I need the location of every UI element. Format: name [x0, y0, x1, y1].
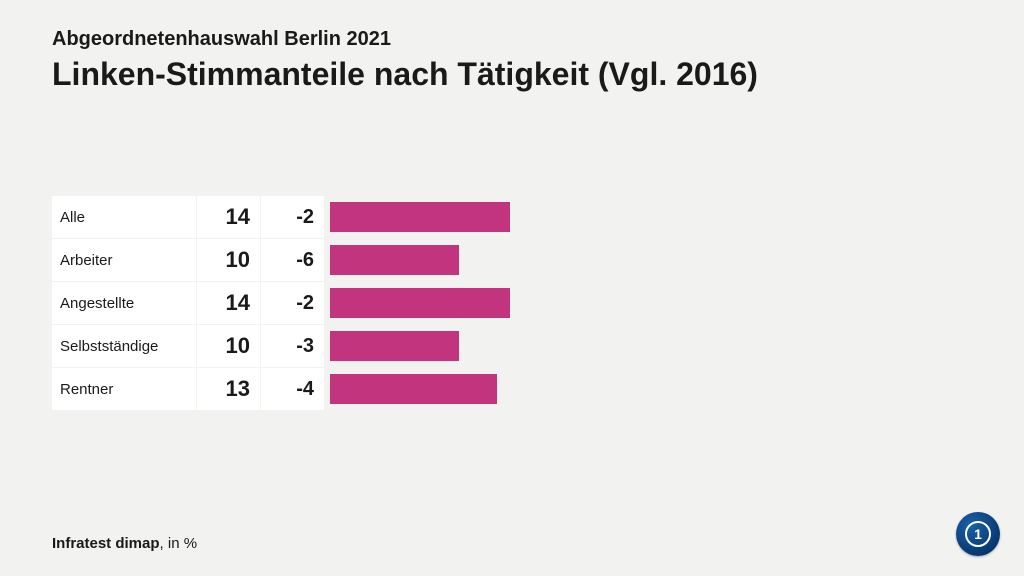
- source-line: Infratest dimap, in %: [52, 535, 197, 552]
- row-label: Rentner: [52, 368, 196, 410]
- row-delta: -2: [260, 282, 324, 324]
- row-delta: -3: [260, 325, 324, 367]
- row-delta: -6: [260, 239, 324, 281]
- row-label: Angestellte: [52, 282, 196, 324]
- row-bar-cell: [324, 239, 572, 281]
- table-row: Arbeiter10-6: [52, 239, 572, 282]
- row-value: 10: [196, 239, 260, 281]
- bar: [330, 374, 497, 404]
- row-value: 13: [196, 368, 260, 410]
- canvas: Abgeordnetenhauswahl Berlin 2021 Linken-…: [0, 0, 1024, 576]
- bar: [330, 288, 510, 318]
- bar: [330, 331, 459, 361]
- page-title: Linken-Stimmanteile nach Tätigkeit (Vgl.…: [52, 56, 758, 93]
- supertitle: Abgeordnetenhauswahl Berlin 2021: [52, 28, 391, 51]
- row-delta: -4: [260, 368, 324, 410]
- broadcaster-logo-glyph: 1: [965, 521, 991, 547]
- row-value: 14: [196, 282, 260, 324]
- row-bar-cell: [324, 282, 572, 324]
- table-row: Selbstständige10-3: [52, 325, 572, 368]
- table-row: Rentner13-4: [52, 368, 572, 411]
- source-name: Infratest dimap: [52, 535, 160, 552]
- row-label: Selbstständige: [52, 325, 196, 367]
- bar: [330, 245, 459, 275]
- row-label: Arbeiter: [52, 239, 196, 281]
- row-bar-cell: [324, 325, 572, 367]
- row-bar-cell: [324, 368, 572, 410]
- table-row: Alle14-2: [52, 196, 572, 239]
- bar: [330, 202, 510, 232]
- row-delta: -2: [260, 196, 324, 238]
- data-table: Alle14-2Arbeiter10-6Angestellte14-2Selbs…: [52, 196, 572, 411]
- source-unit: , in %: [160, 535, 198, 552]
- row-label: Alle: [52, 196, 196, 238]
- row-value: 10: [196, 325, 260, 367]
- row-bar-cell: [324, 196, 572, 238]
- row-value: 14: [196, 196, 260, 238]
- table-row: Angestellte14-2: [52, 282, 572, 325]
- broadcaster-logo: 1: [956, 512, 1000, 556]
